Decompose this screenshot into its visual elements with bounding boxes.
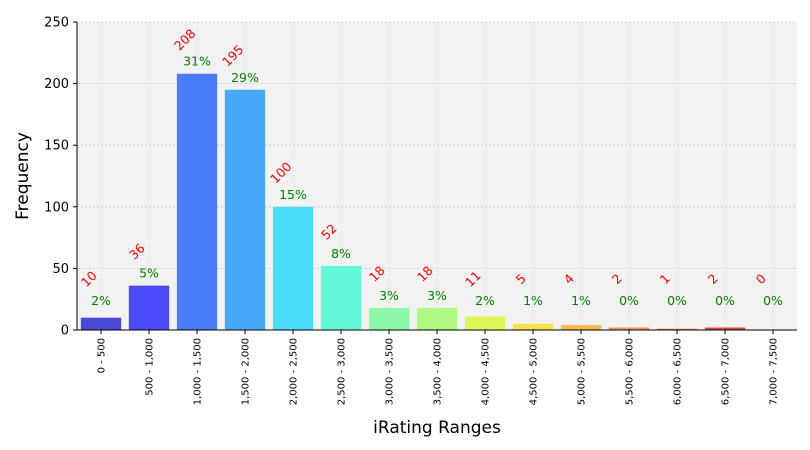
x-tick-label: 1,500 - 2,000 (241, 338, 252, 405)
bar (512, 323, 554, 330)
y-tick-label: 50 (52, 262, 69, 277)
bar (464, 316, 506, 330)
bar (272, 206, 314, 330)
percent-label: 0% (763, 293, 783, 308)
x-tick-label: 5,500 - 6,000 (625, 338, 636, 405)
bar (176, 73, 218, 330)
x-tick-label: 5,000 - 5,500 (577, 338, 588, 405)
bar (560, 325, 602, 330)
x-tick-label: 500 - 1,000 (145, 338, 156, 396)
x-tick-label: 2,000 - 2,500 (289, 338, 300, 405)
percent-label: 3% (379, 288, 399, 303)
y-tick-label: 250 (44, 16, 69, 31)
bar (320, 265, 362, 330)
percent-label: 29% (231, 70, 259, 85)
y-tick-label: 150 (44, 139, 69, 154)
percent-label: 15% (279, 187, 307, 202)
percent-label: 8% (331, 246, 351, 261)
x-tick-label: 3,000 - 3,500 (385, 338, 396, 405)
percent-labels: 2% 5% 31% 29% 15% 8% 3% 3% 2% 1% 1% 0% 0% 0% 0% (91, 54, 783, 308)
y-tick-label: 200 (44, 77, 69, 92)
x-tick-label: 4,500 - 5,000 (529, 338, 540, 405)
percent-label: 5% (139, 266, 159, 281)
percent-label: 1% (523, 293, 543, 308)
bar (608, 327, 650, 330)
bar (80, 317, 122, 330)
x-tick-label: 6,000 - 6,500 (673, 338, 684, 405)
bar (224, 89, 266, 330)
x-tick-label: 3,500 - 4,000 (433, 338, 444, 405)
percent-label: 0% (715, 293, 735, 308)
x-tick-label: 6,500 - 7,000 (721, 338, 732, 405)
percent-label: 2% (475, 293, 495, 308)
x-axis: 0 - 500 500 - 1,000 1,000 - 1,500 1,500 - 2… (77, 329, 797, 405)
bar (128, 285, 170, 330)
x-axis-title: iRating Ranges (373, 418, 501, 438)
x-tick-label: 0 - 500 (97, 338, 108, 373)
y-tick-label: 0 (61, 324, 69, 339)
percent-label: 1% (571, 293, 591, 308)
percent-label: 2% (91, 293, 111, 308)
y-tick-label: 100 (44, 200, 69, 215)
percent-label: 0% (619, 293, 639, 308)
bar (704, 327, 746, 330)
x-tick-label: 4,000 - 4,500 (481, 338, 492, 405)
bar (368, 307, 410, 330)
bar (656, 328, 698, 330)
percent-label: 0% (667, 293, 687, 308)
percent-label: 3% (427, 288, 447, 303)
y-axis-title: Frequency (13, 132, 33, 220)
y-axis: 0 50 100 150 200 250 (44, 16, 78, 339)
x-tick-label: 7,000 - 7,500 (769, 338, 780, 405)
x-tick-label: 2,500 - 3,000 (337, 338, 348, 405)
bars (80, 73, 746, 330)
x-tick-label: 1,000 - 1,500 (193, 338, 204, 405)
bar (416, 307, 458, 330)
percent-label: 31% (183, 54, 211, 69)
